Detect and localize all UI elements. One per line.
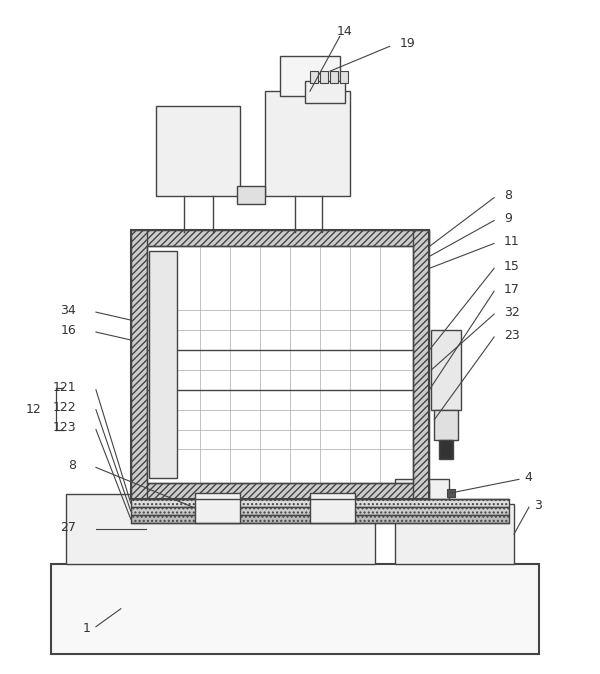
Text: 12: 12 — [25, 403, 41, 416]
Bar — [340, 71, 348, 83]
Text: 27: 27 — [60, 520, 76, 534]
Bar — [305, 81, 345, 103]
Bar — [131, 231, 430, 499]
Bar — [413, 231, 430, 499]
Bar — [439, 439, 453, 460]
Text: 8: 8 — [504, 189, 512, 202]
Bar — [147, 247, 413, 483]
Bar — [434, 410, 458, 439]
Bar — [448, 489, 455, 497]
Bar — [265, 91, 350, 195]
Text: 123: 123 — [52, 421, 76, 434]
Bar — [280, 57, 340, 96]
Bar — [310, 71, 318, 83]
Text: 34: 34 — [60, 303, 76, 317]
Text: 121: 121 — [52, 381, 76, 394]
Text: 3: 3 — [534, 499, 542, 512]
Bar — [131, 499, 509, 508]
Bar — [51, 564, 539, 654]
Bar — [330, 71, 338, 83]
Text: 17: 17 — [504, 282, 520, 296]
Text: 14: 14 — [337, 25, 353, 38]
Text: 16: 16 — [60, 324, 76, 336]
Text: 19: 19 — [400, 37, 415, 50]
Bar — [131, 231, 147, 499]
Bar — [395, 504, 514, 564]
Bar — [310, 493, 355, 523]
Text: 1: 1 — [83, 622, 91, 635]
Text: 15: 15 — [504, 260, 520, 273]
Bar — [66, 494, 374, 564]
Text: 11: 11 — [504, 235, 520, 248]
Bar — [431, 330, 461, 410]
Text: 32: 32 — [504, 305, 520, 319]
Bar — [149, 251, 176, 479]
Bar — [196, 493, 240, 523]
Bar — [131, 483, 430, 499]
Bar — [131, 508, 509, 515]
Bar — [237, 186, 265, 204]
Bar — [395, 479, 449, 508]
Text: 8: 8 — [68, 459, 76, 472]
Bar — [320, 71, 328, 83]
Text: 23: 23 — [504, 328, 520, 342]
Bar — [131, 231, 430, 247]
Bar — [131, 515, 509, 523]
Text: 9: 9 — [504, 212, 512, 225]
Text: 4: 4 — [524, 471, 532, 484]
Bar — [155, 106, 240, 195]
Text: 122: 122 — [52, 401, 76, 414]
